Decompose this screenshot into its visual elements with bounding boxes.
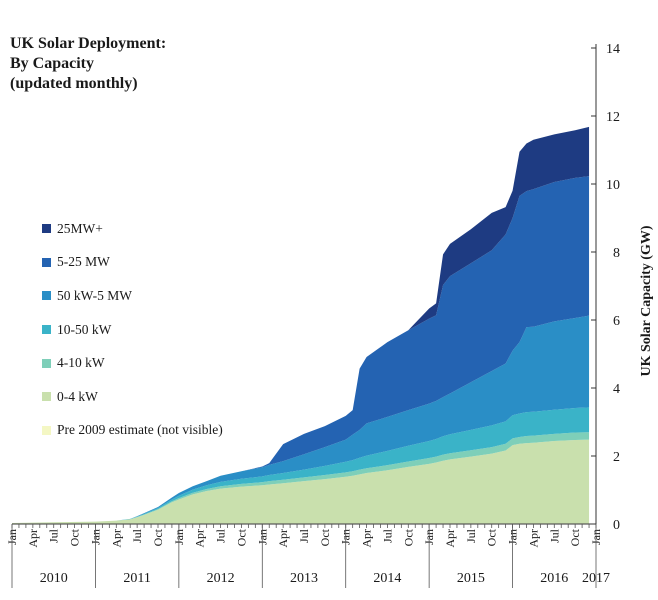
x-year-label: 2012 [207, 571, 235, 586]
legend-label: Pre 2009 estimate (not visible) [57, 422, 223, 438]
legend-item: 5-25 MW [42, 246, 223, 280]
chart-title-line-1: UK Solar Deployment: [10, 35, 167, 52]
x-month-label: Oct [234, 528, 248, 546]
x-year-label: 2017 [582, 571, 610, 586]
area-0-4-kw [12, 439, 590, 524]
x-year-label: 2010 [40, 571, 68, 586]
area-4-10-kw [12, 432, 590, 523]
x-year-label: 2013 [290, 571, 318, 586]
x-year-label: 2015 [457, 571, 485, 586]
legend-swatch [42, 392, 51, 402]
y-tick-label: 4 [613, 382, 620, 397]
x-month-label: Apr [109, 529, 123, 548]
legend-swatch [42, 257, 51, 267]
x-month-label: Apr [443, 529, 457, 548]
x-month-label: Jul [130, 528, 144, 543]
legend-swatch [42, 358, 51, 368]
y-axis-label: UK Solar Capacity (GW) [639, 225, 654, 376]
x-month-label: Jul [297, 528, 311, 543]
legend-swatch [42, 425, 51, 435]
x-month-label: Apr [526, 529, 540, 548]
x-month-label: Jul [380, 528, 394, 543]
legend-item: 4-10 kW [42, 346, 223, 380]
x-month-label: Jul [547, 528, 561, 543]
area-10-50-kw [12, 407, 590, 523]
legend-item: 0-4 kW [42, 380, 223, 414]
x-month-label: Apr [26, 529, 40, 548]
x-month-label: Jul [464, 528, 478, 543]
area-series-group [12, 126, 590, 524]
legend-swatch [42, 291, 51, 301]
legend-label: 25MW+ [57, 220, 103, 236]
x-month-label: Oct [151, 528, 165, 546]
legend-item: Pre 2009 estimate (not visible) [42, 414, 223, 448]
legend-item: 10-50 kW [42, 313, 223, 347]
x-year-label: 2016 [540, 571, 568, 586]
chart-title: UK Solar Deployment: By Capacity (update… [10, 34, 166, 94]
x-month-label: Jul [47, 528, 61, 543]
x-year-label: 2011 [123, 571, 150, 586]
x-month-label: Oct [401, 528, 415, 546]
y-tick-label: 6 [613, 314, 620, 329]
area-25mw [12, 126, 590, 523]
x-month-label: Apr [193, 529, 207, 548]
x-month-label: Oct [568, 528, 582, 546]
x-month-label: Apr [276, 529, 290, 548]
area-5-25-mw [12, 176, 590, 523]
y-tick-label: 2 [613, 450, 620, 465]
x-axis: Jan Apr Jul Oct Jan Apr Jul Oct Jan Apr Jul Oct Jan A… [5, 523, 610, 588]
legend-label: 0-4 kW [57, 388, 98, 404]
x-month-label: Jul [214, 528, 228, 543]
x-month-label: Oct [318, 528, 332, 546]
chart-title-line-3: (updated monthly) [10, 75, 138, 92]
legend-label: 4-10 kW [57, 355, 105, 371]
y-tick-label: 14 [606, 42, 620, 57]
x-month-label: Oct [68, 528, 82, 546]
chart-title-line-2: By Capacity [10, 55, 94, 72]
y-tick-label: 10 [606, 178, 620, 193]
legend-label: 10-50 kW [57, 321, 112, 337]
legend: 25MW+ 5-25 MW 50 kW-5 MW 10-50 kW 4-10 kW 0-4… [42, 212, 223, 447]
legend-label: 5-25 MW [57, 254, 110, 270]
y-tick-label: 12 [606, 110, 620, 125]
y-tick-label: 0 [613, 518, 620, 533]
legend-swatch [42, 224, 51, 234]
y-axis: 0 2 4 6 8 10 12 14 UK Solar Capacity (GW) [591, 42, 654, 533]
legend-label: 50 kW-5 MW [57, 287, 132, 303]
legend-item: 25MW+ [42, 212, 223, 246]
x-month-label: Apr [360, 529, 374, 548]
y-tick-label: 8 [613, 246, 620, 261]
legend-swatch [42, 325, 51, 335]
area-50-kw-5-mw [12, 315, 590, 523]
x-year-label: 2014 [373, 571, 401, 586]
legend-item: 50 kW-5 MW [42, 279, 223, 313]
x-month-label: Oct [485, 528, 499, 546]
